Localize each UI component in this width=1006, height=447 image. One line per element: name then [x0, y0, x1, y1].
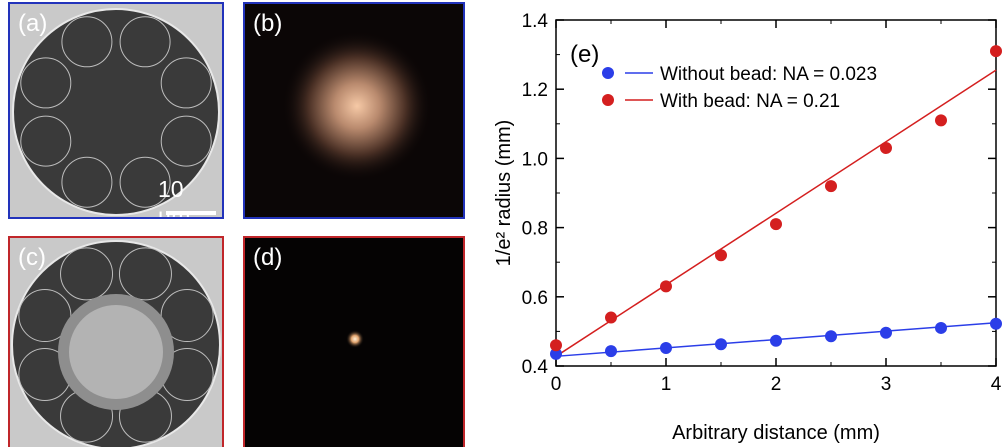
- data-point-series-0: [770, 334, 782, 347]
- panel-label-e: (e): [570, 41, 599, 68]
- beam-spot-image-d: [346, 330, 364, 348]
- data-point-series-1: [715, 249, 727, 262]
- legend-item-without-bead: Without bead: NA = 0.023: [602, 64, 877, 85]
- x-tick-label: 4: [991, 374, 1002, 395]
- legend-item-with-bead: With bead: NA = 0.21: [602, 91, 840, 112]
- y-tick-label: 1.2: [522, 80, 548, 101]
- data-point-series-1: [880, 142, 892, 155]
- data-point-series-1: [825, 180, 837, 193]
- fiber-core: [20, 57, 72, 109]
- fiber-core: [20, 115, 72, 167]
- data-point-series-1: [770, 218, 782, 231]
- data-point-series-1: [605, 311, 617, 324]
- legend-label: Without bead: NA = 0.023: [660, 64, 877, 85]
- fiber-core: [60, 247, 114, 301]
- data-point-series-0: [935, 321, 947, 334]
- fiber-core: [61, 156, 113, 208]
- beam-profile-b: (b): [243, 2, 465, 219]
- panel-label-c: (c): [18, 244, 46, 271]
- panel-label-a: (a): [18, 10, 48, 37]
- fiber-core: [160, 57, 212, 109]
- data-point-series-1: [935, 114, 947, 127]
- y-tick-label: 1.0: [522, 149, 548, 170]
- micrograph-a: (a) 10 µm: [8, 2, 224, 219]
- panel-label-b: (b): [253, 10, 283, 37]
- legend-marker: [602, 94, 614, 106]
- data-point-series-0: [550, 347, 562, 360]
- y-axis-label: 1/e² radius (mm): [493, 120, 515, 267]
- fiber-core: [119, 16, 171, 68]
- data-point-series-1: [660, 280, 672, 293]
- radius-vs-distance-chart: 0 1 2 3 4 0.4 0.6 0.8 1.0 1.2 1.4 (e) Without bead…: [493, 11, 1002, 444]
- data-point-series-0: [990, 317, 1002, 330]
- data-point-series-1: [990, 45, 1002, 58]
- fiber-facet-image-a: [12, 8, 220, 216]
- x-tick-label: 2: [771, 374, 782, 395]
- legend-marker: [602, 67, 614, 79]
- data-point-series-1: [550, 339, 562, 352]
- fiber-facet-image-c: [11, 240, 221, 447]
- x-tick-label: 0: [551, 374, 562, 395]
- data-point-series-0: [825, 330, 837, 343]
- fiber-core: [61, 16, 113, 68]
- legend: Without bead: NA = 0.023 With bead: NA = …: [602, 64, 877, 112]
- beam-profile-d: (d): [243, 236, 465, 447]
- y-tick-label: 0.8: [522, 219, 548, 240]
- y-tick-label: 1.4: [522, 11, 549, 32]
- x-axis-label: Arbitrary distance (mm): [672, 422, 880, 444]
- micrograph-c: (c): [8, 236, 224, 447]
- fiber-core: [160, 115, 212, 167]
- scale-bar: [166, 211, 216, 215]
- fit-line-series-1: [555, 69, 997, 357]
- data-point-series-0: [880, 326, 892, 339]
- x-tick-label: 1: [661, 374, 672, 395]
- fiber-core: [160, 289, 214, 343]
- y-tick-label: 0.6: [522, 288, 548, 309]
- data-point-series-0: [660, 342, 672, 355]
- fiber-core: [18, 289, 72, 343]
- legend-label: With bead: NA = 0.21: [660, 91, 840, 112]
- data-point-series-0: [605, 345, 617, 358]
- y-tick-label: 0.4: [522, 357, 549, 378]
- x-tick-label: 3: [881, 374, 892, 395]
- panel-label-d: (d): [253, 244, 283, 271]
- fiber-core: [119, 156, 171, 208]
- fiber-core: [118, 247, 172, 301]
- data-point-series-0: [715, 338, 727, 351]
- beam-spot-image-b: [282, 31, 432, 181]
